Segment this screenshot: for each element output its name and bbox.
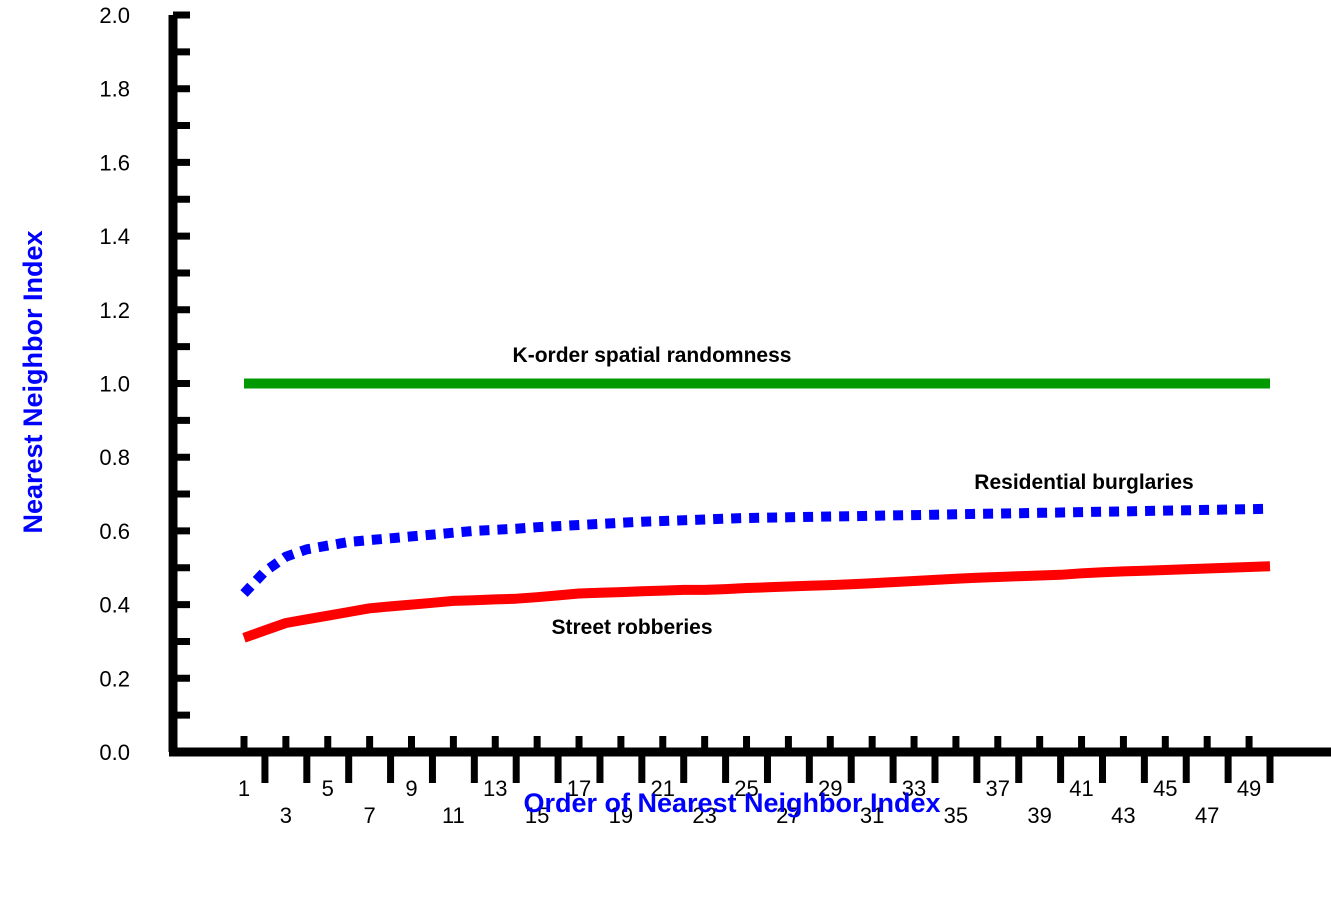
x-tick-label: 41: [1069, 776, 1093, 801]
y-tick-label: 0.0: [99, 740, 130, 765]
x-tick-label: 25: [734, 776, 758, 801]
y-tick-label: 1.4: [99, 224, 130, 249]
x-tick-label: 13: [483, 776, 507, 801]
y-axis-title: Nearest Neighbor Index: [18, 230, 48, 533]
annotation-k-order-spatial-randomness: K-order spatial randomness: [513, 344, 792, 367]
annotation-street-robberies: Street robberies: [551, 616, 712, 639]
y-tick-label: 0.2: [99, 666, 130, 691]
x-axis-title: Order of Nearest Neighbor Index: [523, 788, 940, 818]
x-tick-label: 27: [776, 803, 800, 828]
x-tick-label: 15: [525, 803, 549, 828]
x-tick-label: 7: [364, 803, 376, 828]
x-axis-tick-labels: 1 5 9 13 17 21 25 29 33 37 41 45 493 7 11 15 19 23 27 31 35 3…: [238, 776, 1261, 828]
x-tick-label: 1: [238, 776, 250, 801]
x-tick-label: 17: [567, 776, 591, 801]
x-tick-label: 9: [405, 776, 417, 801]
series-lines: [240, 378, 1271, 643]
y-tick-label: 2.0: [99, 3, 130, 28]
x-tick-label: 21: [651, 776, 675, 801]
y-tick-label: 1.8: [99, 77, 130, 102]
y-tick-label: 0.8: [99, 445, 130, 470]
y-tick-label: 1.0: [99, 372, 130, 397]
annotation-residential-burglaries: Residential burglaries: [974, 471, 1193, 494]
x-tick-label: 47: [1195, 803, 1219, 828]
x-tick-label: 35: [944, 803, 968, 828]
series-line-residential-burglaries: [240, 503, 1271, 597]
x-tick-label: 31: [860, 803, 884, 828]
x-tick-label: 33: [902, 776, 926, 801]
x-tick-label: 3: [280, 803, 292, 828]
y-axis-tick-labels: 0.0 0.2 0.4 0.6 0.8 1.0 1.2 1.4 1.6 1.8 2.0: [99, 3, 130, 765]
x-tick-label: 39: [1027, 803, 1051, 828]
x-tick-label: 11: [442, 803, 465, 828]
y-tick-label: 1.2: [99, 298, 130, 323]
x-tick-label: 49: [1237, 776, 1261, 801]
y-tick-label: 1.6: [99, 150, 130, 175]
x-tick-label: 19: [609, 803, 633, 828]
x-tick-label: 43: [1111, 803, 1135, 828]
x-tick-label: 5: [322, 776, 334, 801]
x-tick-label: 29: [818, 776, 842, 801]
x-tick-label: 37: [986, 776, 1010, 801]
y-tick-label: 0.4: [99, 593, 130, 618]
x-tick-label: 23: [692, 803, 716, 828]
x-tick-label: 45: [1153, 776, 1177, 801]
y-tick-label: 0.6: [99, 519, 130, 544]
series-line-street-robberies: [242, 561, 1271, 643]
